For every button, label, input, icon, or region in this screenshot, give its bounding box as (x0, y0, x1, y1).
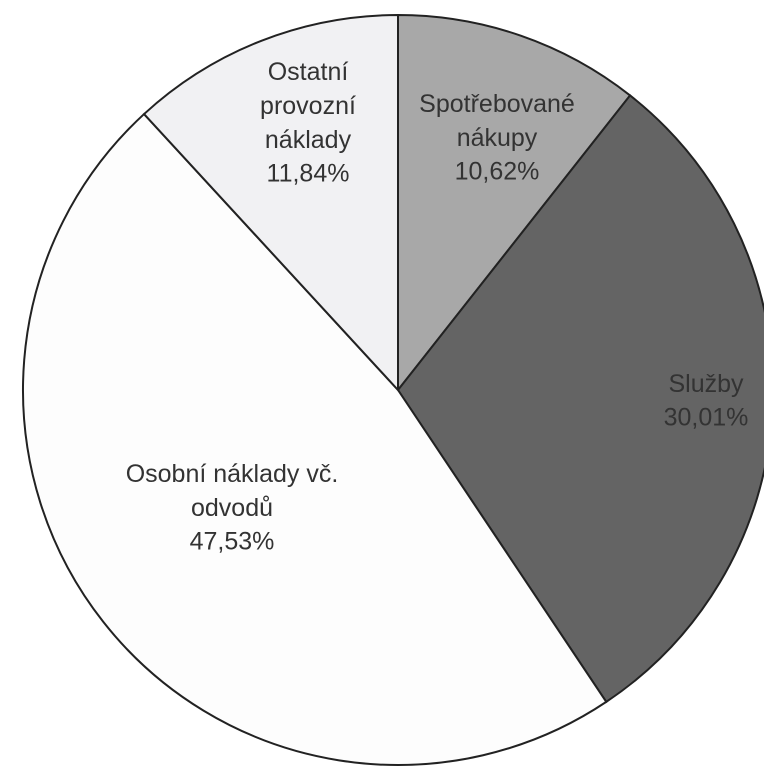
label-line: náklady (265, 126, 352, 154)
label-line: provozní (260, 92, 356, 120)
pie-slice (397, 13, 632, 393)
label-line: Ostatní (268, 58, 349, 86)
slice-label: Ostatní provozní náklady (260, 58, 356, 154)
pie-slice (396, 94, 764, 704)
slice-label: Služby (668, 370, 744, 398)
pie-slice (142, 13, 399, 393)
slice-label: Osobní náklady vč. odvodů (126, 460, 339, 522)
label-line: odvodů (191, 494, 273, 522)
value-label: 10,62% (455, 158, 540, 186)
value-label: 11,84% (267, 160, 350, 188)
slice-label: Spotřebované nákupy (419, 90, 575, 152)
label-line: Služby (668, 370, 744, 398)
label-line: Spotřebované (419, 90, 575, 118)
value-label: 47,53% (190, 528, 275, 556)
pie-slice (22, 112, 608, 766)
value-label: 30,01% (664, 404, 749, 432)
label-line: Osobní náklady vč. (126, 460, 339, 488)
label-line: nákupy (457, 124, 538, 152)
